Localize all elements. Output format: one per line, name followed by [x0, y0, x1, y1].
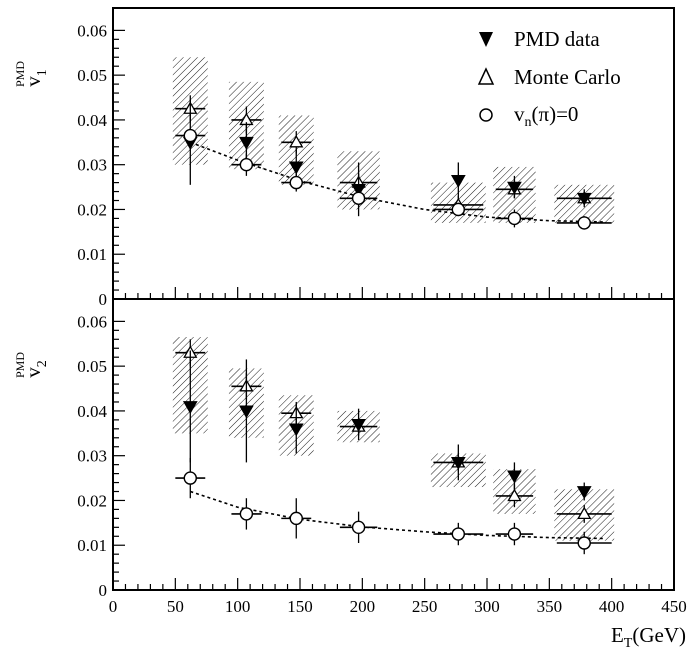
- y-tick-label: 0.02: [77, 491, 107, 510]
- x-tick-label: 250: [412, 597, 438, 616]
- pmd-data-point: [351, 418, 366, 432]
- legend-mc-marker: [477, 67, 495, 85]
- pmd-data-point: [576, 486, 592, 500]
- y-tick-label: 0.01: [77, 536, 107, 555]
- pmd-data-point: [507, 470, 522, 484]
- x-tick-label: 150: [287, 597, 313, 616]
- monte-carlo-point: [577, 506, 592, 520]
- x-tick-label: 450: [661, 597, 687, 616]
- y-tick-label: 0: [99, 581, 108, 600]
- vn-zero-point: [239, 157, 254, 172]
- y-tick-label: 0: [99, 290, 108, 309]
- pmd-data-point: [239, 136, 254, 150]
- y-tick-label: 0.01: [77, 245, 107, 264]
- x-tick-label: 50: [167, 597, 184, 616]
- vn-zero-point: [351, 520, 366, 535]
- legend-vn-main: v: [514, 102, 525, 126]
- y-tick-label: 0.02: [77, 200, 107, 219]
- vn-zero-point: [451, 202, 466, 217]
- vn-zero-point: [289, 175, 303, 190]
- legend-mc-label: Monte Carlo: [514, 65, 621, 89]
- x-tick-label: 350: [537, 597, 563, 616]
- vn-zero-point: [507, 211, 522, 226]
- legend-pmd-label: PMD data: [514, 27, 600, 51]
- vn-zero-point: [183, 128, 197, 143]
- y-tick-label: 0.06: [77, 21, 107, 40]
- x-tick-label: 400: [599, 597, 625, 616]
- chart-panel-bottom: 0 0.01 0.02 0.03 0.04 0.05 0.06 0 50 100 150 200 250…: [13, 298, 687, 651]
- y-tick-label: 0.05: [77, 66, 107, 85]
- vn-zero-point: [183, 471, 197, 485]
- pmd-data-point: [450, 174, 466, 188]
- legend-vn-rest: (π)=0: [532, 102, 579, 126]
- pmd-data-point: [507, 181, 522, 195]
- x-axis-title-main: E: [611, 623, 624, 647]
- y-axis-title-text: v1: [21, 69, 50, 87]
- vn-zero-point: [351, 191, 366, 205]
- pmd-data-point: [182, 401, 198, 414]
- pmd-data-point: [239, 405, 254, 419]
- y-axis-title-sub: 2: [35, 360, 50, 367]
- vn-zero-point: [577, 216, 591, 230]
- x-tick-label: 100: [225, 597, 251, 616]
- legend-pmd-marker: [479, 32, 493, 47]
- y-tick-label: 0.03: [77, 156, 107, 175]
- pmd-data-point: [288, 161, 304, 175]
- y-axis-title-main: v: [21, 76, 45, 87]
- y-axis-title-text: v2: [21, 360, 50, 378]
- y-tick-label: 0.03: [77, 447, 107, 466]
- pmd-data-point: [450, 457, 466, 470]
- legend: PMD data Monte Carlo vn(π)=0: [477, 27, 621, 130]
- vn-zero-point: [451, 527, 466, 541]
- pmd-data-point: [576, 192, 592, 206]
- y-axis-title-main: v: [21, 367, 45, 378]
- vn-zero-point: [577, 536, 591, 550]
- legend-vn-marker: [479, 108, 493, 122]
- y-axis-title-sub: 1: [35, 69, 50, 76]
- y-tick-label: 0.04: [77, 402, 107, 421]
- vn-zero-point: [507, 527, 522, 541]
- pmd-data-point: [288, 423, 304, 437]
- monte-carlo-point: [507, 488, 522, 502]
- y-tick-label: 0.06: [77, 312, 107, 331]
- x-axis-title: ET(GeV): [611, 623, 686, 651]
- legend-vn-label: vn(π)=0: [514, 102, 578, 130]
- plot-frame: [112, 298, 675, 591]
- y-tick-label: 0.04: [77, 111, 107, 130]
- x-axis-title-sub: T: [624, 636, 633, 651]
- x-tick-label: 0: [109, 597, 118, 616]
- monte-carlo-point: [289, 134, 304, 148]
- y-axis-title-sup: PMD: [13, 61, 27, 87]
- x-tick-label: 300: [474, 597, 500, 616]
- y-axis-title-sup: PMD: [13, 352, 27, 378]
- x-tick-label: 200: [350, 597, 376, 616]
- vn-zero-point: [289, 511, 303, 526]
- vn-zero-point: [239, 507, 254, 521]
- x-axis-title-rest: (GeV): [632, 623, 686, 647]
- legend-vn-sub: n: [525, 115, 532, 130]
- y-tick-label: 0.05: [77, 357, 107, 376]
